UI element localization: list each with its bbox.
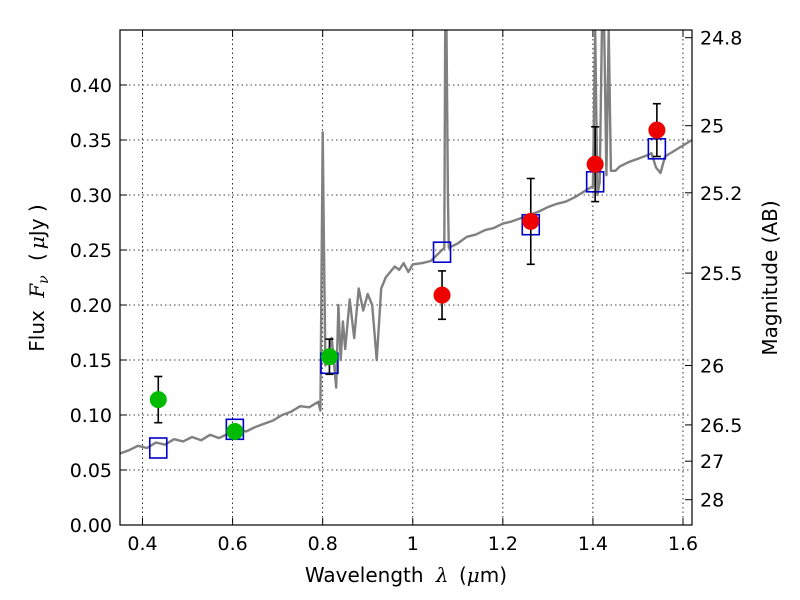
y2-axis-label: Magnitude (AB) <box>758 200 782 355</box>
y-tick-label: 0.20 <box>70 295 112 317</box>
model-flux-square <box>148 437 168 459</box>
x-label-symbol: λ <box>435 563 449 587</box>
y-tick-label: 0.15 <box>70 350 112 372</box>
x-tick-label: 0.6 <box>217 533 247 555</box>
x-tick-label: 1 <box>407 533 419 555</box>
observed-flux-point <box>522 212 540 230</box>
observed-flux-point <box>586 155 604 173</box>
plot-frame <box>119 29 693 526</box>
model-flux-square <box>432 241 452 263</box>
y-axis-label: Flux Fν ( μJy ) <box>25 204 53 351</box>
x-tick-label: 0.8 <box>308 533 338 555</box>
plot-area <box>120 30 692 459</box>
y2-tick-label: 25.5 <box>700 263 742 285</box>
y-tick-label: 0.10 <box>70 405 112 427</box>
x-label-prefix: Wavelength <box>305 563 424 587</box>
x-label-unit-open: ( <box>459 563 467 587</box>
x-tick-label: 0.4 <box>127 533 157 555</box>
y-tick-label: 0.30 <box>70 185 112 207</box>
y2-tick-label: 26 <box>700 356 724 378</box>
axis-ticks: 0.4 0.6 0.8 1 1.2 1.4 1.6 0.00 0.05 0.10 0.15 0.20 0… <box>70 28 743 555</box>
y2-tick-label: 28 <box>700 490 724 512</box>
model-spectrum-line <box>120 30 692 455</box>
y2-tick-label: 27 <box>700 451 724 473</box>
y-label-unit-rest: Jy ) <box>25 204 49 238</box>
y-tick-label: 0.00 <box>70 515 112 537</box>
y-tick-label: 0.25 <box>70 240 112 262</box>
y-label-unit-mu: μ <box>25 236 49 249</box>
y-label-prefix: Flux <box>25 310 49 352</box>
grid <box>120 30 692 526</box>
y2-tick-label: 26.5 <box>700 415 742 437</box>
x-label-unit-mu: μ <box>467 563 480 587</box>
y-tick-label: 0.40 <box>70 75 112 97</box>
x-tick-label: 1.2 <box>488 533 518 555</box>
y-tick-label: 0.05 <box>70 460 112 482</box>
y-label-symbol: F <box>25 283 49 299</box>
y2-tick-label: 25.2 <box>700 183 742 205</box>
observed-flux-point <box>648 121 666 139</box>
x-tick-label: 1.6 <box>668 533 698 555</box>
x-tick-label: 1.4 <box>578 533 608 555</box>
y-label-subscript: ν <box>36 275 52 284</box>
y-label-unit-open: ( <box>25 253 49 261</box>
observed-flux-point <box>320 348 338 366</box>
x-label-unit-rest: m) <box>480 563 507 587</box>
observed-flux-point <box>226 423 244 440</box>
observed-flux-point <box>433 286 451 304</box>
y2-tick-label: 24.8 <box>700 28 742 50</box>
y2-tick-label: 25 <box>700 116 724 138</box>
y-tick-label: 0.35 <box>70 130 112 152</box>
x-axis-label: Wavelength λ (μm) <box>305 563 507 587</box>
observed-flux-point <box>149 391 167 409</box>
